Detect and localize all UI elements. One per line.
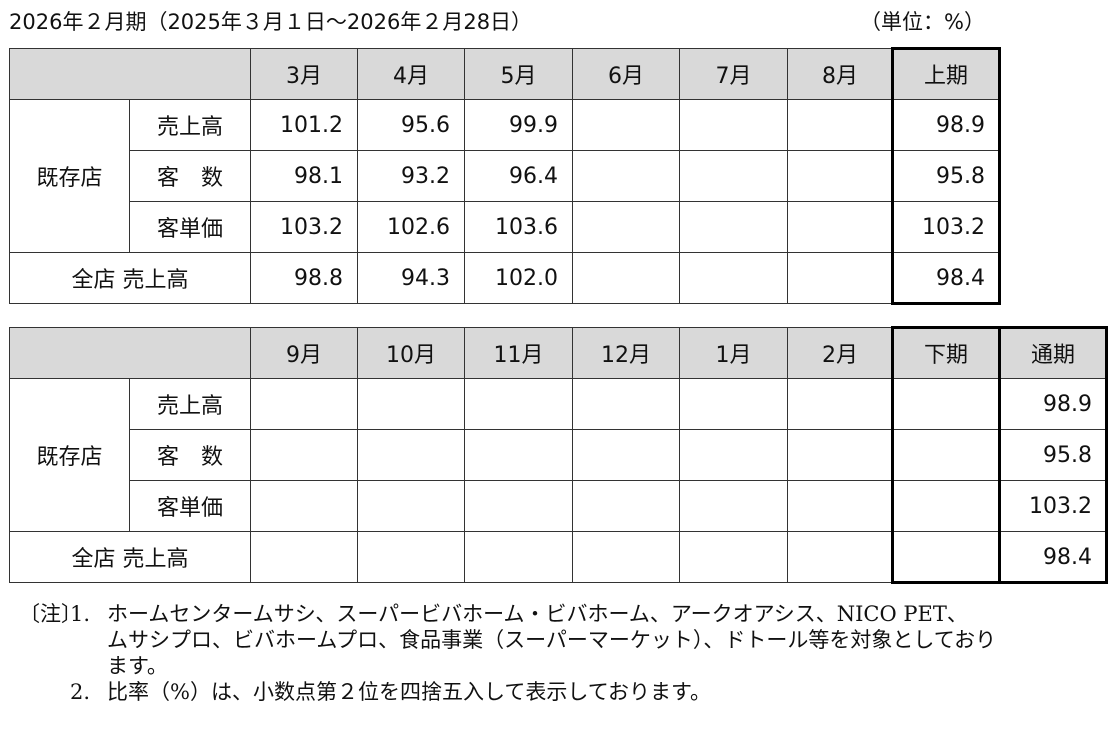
table-cell [679, 99, 788, 151]
table-cell [357, 378, 465, 430]
table-cell: 103.2 [999, 480, 1107, 532]
total-row-label: 全店 売上高 [9, 252, 251, 304]
column-header: 通期 [999, 327, 1107, 379]
total-row-label: 全店 売上高 [9, 531, 251, 583]
note-number: 1. [70, 602, 91, 626]
header-corner [9, 327, 251, 379]
table-cell [572, 252, 680, 304]
column-header: 12月 [572, 327, 680, 379]
table-cell [250, 429, 358, 481]
table-cell [572, 480, 680, 532]
note-text-line: ホームセンタームサシ、スーパービバホーム・ビバホーム、アークオアシス、NICO … [107, 602, 968, 626]
table-cell: 99.9 [464, 99, 573, 151]
note-tag: 〔注〕 [19, 602, 82, 626]
column-header: 8月 [787, 48, 893, 100]
table-cell: 94.3 [357, 252, 465, 304]
note-text-line: ムサシプロ、ビバホームプロ、食品事業（スーパーマーケット）、ドトール等を対象とし… [107, 628, 997, 652]
table-cell: 102.6 [357, 201, 465, 253]
table-cell: 101.2 [250, 99, 358, 151]
note-text-line: 比率（%）は、小数点第２位を四捨五入して表示しております。 [107, 680, 711, 704]
table-cell [787, 531, 893, 583]
table-cell [679, 252, 788, 304]
table-cell: 93.2 [357, 150, 465, 202]
table-cell: 103.2 [892, 201, 1000, 253]
row-label: 客 数 [129, 150, 251, 202]
table-cell [572, 201, 680, 253]
table-cell: 103.2 [250, 201, 358, 253]
table-cell [572, 99, 680, 151]
table-cell [892, 480, 1000, 532]
table-cell [892, 531, 1000, 583]
table-cell [357, 429, 465, 481]
table-cell [572, 150, 680, 202]
row-label: 客 数 [129, 429, 251, 481]
table-cell [250, 480, 358, 532]
table-cell [357, 480, 465, 532]
table-cell [464, 480, 573, 532]
row-label: 売上高 [129, 378, 251, 430]
row-group-label: 既存店 [9, 378, 130, 532]
table-cell [679, 201, 788, 253]
table-cell: 98.9 [892, 99, 1000, 151]
row-label: 売上高 [129, 99, 251, 151]
table-cell [572, 429, 680, 481]
table-cell: 98.4 [892, 252, 1000, 304]
column-header: 7月 [679, 48, 788, 100]
column-header: 4月 [357, 48, 465, 100]
table-cell [679, 150, 788, 202]
table-cell [787, 480, 893, 532]
table-cell [679, 429, 788, 481]
table-cell [787, 99, 893, 151]
table-cell [572, 378, 680, 430]
table-cell: 98.1 [250, 150, 358, 202]
table-cell [787, 252, 893, 304]
table-cell [892, 378, 1000, 430]
note-number: 2. [70, 680, 91, 704]
row-label: 客単価 [129, 201, 251, 253]
table-cell [787, 378, 893, 430]
table-cell [787, 150, 893, 202]
column-header: 11月 [464, 327, 573, 379]
note-text-line: ます。 [107, 654, 168, 678]
table-cell [357, 531, 465, 583]
row-group-label: 既存店 [9, 99, 130, 253]
table-cell: 96.4 [464, 150, 573, 202]
table-cell: 103.6 [464, 201, 573, 253]
table-cell [787, 201, 893, 253]
table-cell [892, 429, 1000, 481]
table-cell: 95.6 [357, 99, 465, 151]
column-header: 1月 [679, 327, 788, 379]
column-header: 下期 [892, 327, 1000, 379]
table-cell [679, 378, 788, 430]
table-cell [679, 480, 788, 532]
table-cell [679, 531, 788, 583]
table-cell: 95.8 [999, 429, 1107, 481]
row-label: 客単価 [129, 480, 251, 532]
column-header: 6月 [572, 48, 680, 100]
table-cell: 98.4 [999, 531, 1107, 583]
table-cell [464, 429, 573, 481]
column-header: 5月 [464, 48, 573, 100]
column-header: 9月 [250, 327, 358, 379]
table-cell [250, 378, 358, 430]
table-cell: 98.8 [250, 252, 358, 304]
column-header: 3月 [250, 48, 358, 100]
table-cell [787, 429, 893, 481]
table-cell [250, 531, 358, 583]
column-header: 10月 [357, 327, 465, 379]
table-cell: 95.8 [892, 150, 1000, 202]
table-cell [464, 531, 573, 583]
column-header: 2月 [787, 327, 893, 379]
table-cell [464, 378, 573, 430]
column-header: 上期 [892, 48, 1000, 100]
table-cell: 98.9 [999, 378, 1107, 430]
period-title: 2026年２月期（2025年３月１日〜2026年２月28日） [9, 10, 533, 34]
header-corner [9, 48, 251, 100]
table-cell: 102.0 [464, 252, 573, 304]
unit-label: （単位：%） [860, 10, 985, 34]
table-cell [572, 531, 680, 583]
